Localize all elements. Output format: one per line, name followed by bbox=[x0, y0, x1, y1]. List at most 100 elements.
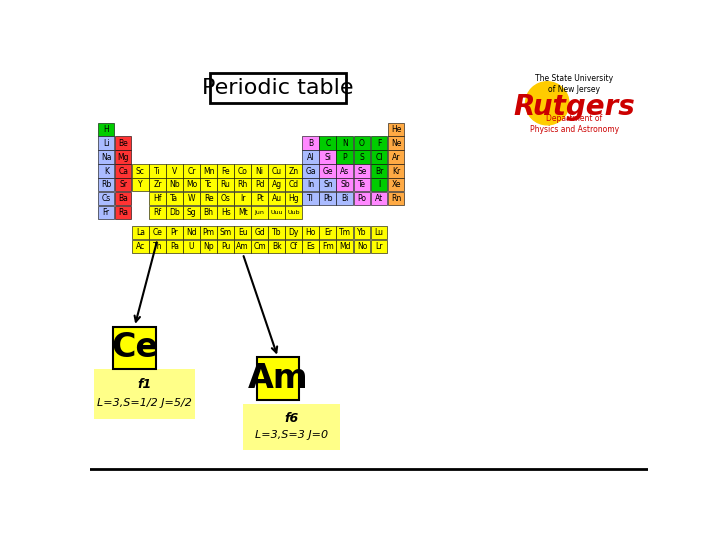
Bar bbox=[354, 178, 370, 192]
Bar bbox=[217, 192, 234, 205]
Text: Eu: Eu bbox=[238, 228, 248, 237]
Text: Y: Y bbox=[138, 180, 143, 190]
Bar bbox=[354, 226, 370, 239]
Bar bbox=[113, 327, 156, 369]
Bar bbox=[217, 226, 234, 239]
Bar bbox=[217, 178, 234, 192]
Text: Mn: Mn bbox=[203, 166, 215, 176]
Bar bbox=[132, 178, 148, 192]
Text: Te: Te bbox=[358, 180, 366, 190]
Text: At: At bbox=[375, 194, 383, 203]
Text: Mt: Mt bbox=[238, 208, 248, 217]
Bar bbox=[98, 137, 114, 150]
Bar bbox=[166, 226, 183, 239]
Bar bbox=[114, 164, 132, 178]
Text: Ar: Ar bbox=[392, 153, 400, 161]
Text: Cf: Cf bbox=[290, 242, 298, 251]
Bar bbox=[269, 226, 285, 239]
Bar bbox=[336, 226, 353, 239]
Bar bbox=[371, 150, 387, 164]
Text: Cd: Cd bbox=[289, 180, 299, 190]
Bar bbox=[98, 150, 114, 164]
Bar bbox=[234, 164, 251, 178]
Bar bbox=[320, 150, 336, 164]
Bar bbox=[217, 240, 234, 253]
Text: N: N bbox=[342, 139, 348, 148]
Bar bbox=[354, 137, 370, 150]
Text: Rh: Rh bbox=[238, 180, 248, 190]
Bar bbox=[371, 192, 387, 205]
Text: f1: f1 bbox=[137, 379, 151, 392]
Bar bbox=[98, 192, 114, 205]
Bar bbox=[98, 123, 114, 136]
Text: Bi: Bi bbox=[341, 194, 348, 203]
Text: Lr: Lr bbox=[375, 242, 383, 251]
Text: Cm: Cm bbox=[253, 242, 266, 251]
Bar bbox=[132, 226, 148, 239]
Bar bbox=[354, 240, 370, 253]
Text: Po: Po bbox=[358, 194, 366, 203]
Text: Periodic table: Periodic table bbox=[202, 78, 354, 98]
Text: Li: Li bbox=[103, 139, 109, 148]
Text: Rutgers: Rutgers bbox=[513, 93, 635, 121]
Text: Tb: Tb bbox=[272, 228, 282, 237]
Text: Ce: Ce bbox=[153, 228, 163, 237]
Bar bbox=[320, 240, 336, 253]
Text: Ga: Ga bbox=[305, 166, 316, 176]
Text: Lu: Lu bbox=[374, 228, 384, 237]
Bar bbox=[234, 178, 251, 192]
Bar bbox=[336, 164, 353, 178]
Bar bbox=[251, 178, 268, 192]
Text: Co: Co bbox=[238, 166, 248, 176]
Text: Ac: Ac bbox=[136, 242, 145, 251]
Bar bbox=[114, 150, 132, 164]
Text: Pb: Pb bbox=[323, 194, 333, 203]
Text: Fr: Fr bbox=[103, 208, 110, 217]
Bar bbox=[320, 178, 336, 192]
Text: S: S bbox=[360, 153, 364, 161]
Text: Sb: Sb bbox=[340, 180, 350, 190]
Bar bbox=[354, 192, 370, 205]
Text: Nb: Nb bbox=[169, 180, 180, 190]
Bar bbox=[269, 240, 285, 253]
Text: As: As bbox=[341, 166, 350, 176]
Text: Se: Se bbox=[357, 166, 366, 176]
Text: Al: Al bbox=[307, 153, 315, 161]
Bar bbox=[183, 206, 199, 219]
Bar bbox=[149, 226, 166, 239]
Text: Es: Es bbox=[307, 242, 315, 251]
Bar bbox=[166, 178, 183, 192]
Text: Sm: Sm bbox=[220, 228, 232, 237]
Text: Ca: Ca bbox=[118, 166, 128, 176]
Text: C: C bbox=[325, 139, 330, 148]
Bar bbox=[302, 226, 319, 239]
Bar bbox=[234, 206, 251, 219]
Text: Sg: Sg bbox=[186, 208, 197, 217]
Text: Uub: Uub bbox=[287, 210, 300, 215]
Text: Au: Au bbox=[271, 194, 282, 203]
Text: Db: Db bbox=[169, 208, 180, 217]
Bar bbox=[114, 137, 132, 150]
Bar bbox=[200, 178, 217, 192]
Text: Mg: Mg bbox=[117, 153, 129, 161]
Text: I: I bbox=[378, 180, 380, 190]
Bar bbox=[183, 178, 199, 192]
Text: Fm: Fm bbox=[322, 242, 334, 251]
Text: Sn: Sn bbox=[323, 180, 333, 190]
Text: Np: Np bbox=[203, 242, 214, 251]
Text: Ti: Ti bbox=[154, 166, 161, 176]
Text: H: H bbox=[104, 125, 109, 134]
Text: K: K bbox=[104, 166, 109, 176]
Text: Ag: Ag bbox=[271, 180, 282, 190]
Text: Xe: Xe bbox=[392, 180, 401, 190]
Text: Pr: Pr bbox=[171, 228, 179, 237]
Text: Pd: Pd bbox=[255, 180, 264, 190]
Text: Tl: Tl bbox=[307, 194, 315, 203]
Text: Cu: Cu bbox=[271, 166, 282, 176]
Bar bbox=[166, 206, 183, 219]
Text: Md: Md bbox=[339, 242, 351, 251]
Bar bbox=[251, 164, 268, 178]
Text: Am: Am bbox=[236, 242, 249, 251]
Bar bbox=[269, 192, 285, 205]
Circle shape bbox=[526, 82, 569, 125]
